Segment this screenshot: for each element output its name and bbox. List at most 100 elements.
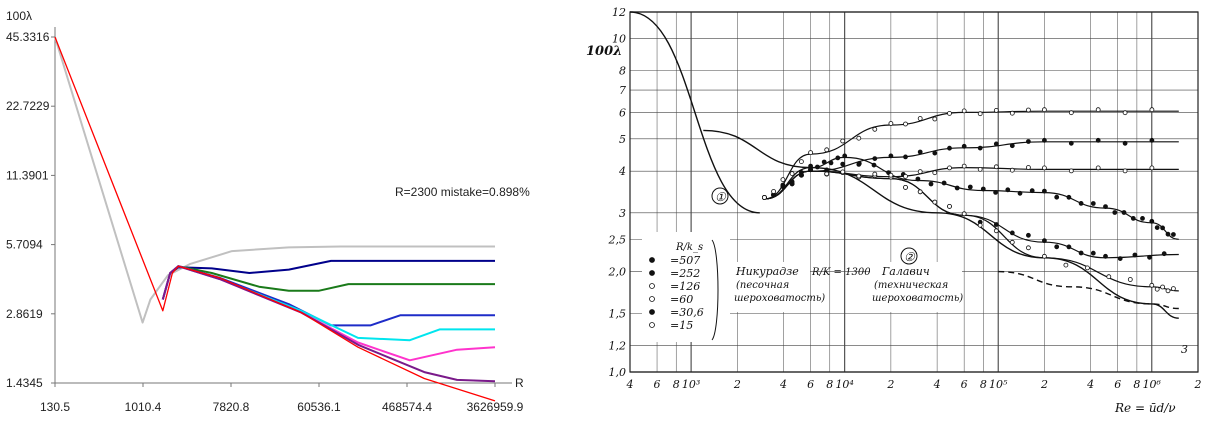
right-data-point xyxy=(1154,286,1160,292)
right-data-point xyxy=(821,159,827,165)
right-data-point xyxy=(824,147,830,153)
annotation-technical: (техническая xyxy=(874,280,948,291)
right-x-tick-label: 6 xyxy=(1114,378,1121,391)
right-data-point xyxy=(947,145,952,151)
annotation-rk: R/K = 1300 xyxy=(811,267,871,278)
left-series-line xyxy=(161,265,495,327)
right-x-tick-label: 8 xyxy=(980,378,987,391)
right-x-tick-label: 10⁶ xyxy=(1143,378,1162,391)
right-data-point xyxy=(1149,107,1155,113)
right-data-point xyxy=(903,121,908,127)
legend-marker xyxy=(649,296,655,302)
right-series-curve xyxy=(764,170,1179,259)
right-data-point xyxy=(1154,225,1160,231)
annotation-marker-3: 3 xyxy=(1181,343,1188,356)
annotation-marker-2: ② xyxy=(904,250,916,264)
legend-entry: =507 xyxy=(670,254,700,267)
left-y-tick-label: 5.7094 xyxy=(6,238,43,252)
right-data-point xyxy=(789,171,795,177)
left-x-tick-label: 60536.1 xyxy=(297,400,341,414)
right-data-point xyxy=(993,228,999,234)
right-data-point xyxy=(1121,210,1127,215)
left-series-line xyxy=(161,259,495,300)
right-data-point xyxy=(1041,107,1047,113)
right-data-point xyxy=(798,159,804,165)
right-data-point xyxy=(798,172,804,178)
left-x-tick-label: 7820.8 xyxy=(213,400,250,414)
right-data-point xyxy=(1117,256,1123,262)
legend-entry: =60 xyxy=(670,293,693,306)
right-data-point xyxy=(915,176,921,182)
left-series-line xyxy=(161,265,495,300)
legend-entry: =126 xyxy=(670,280,700,293)
right-data-point xyxy=(961,211,967,217)
right-data-point xyxy=(932,199,938,205)
right-data-point xyxy=(840,161,846,167)
right-data-point xyxy=(808,167,814,173)
right-data-point xyxy=(917,189,923,195)
right-y-tick-label: 7 xyxy=(619,84,626,97)
right-data-point xyxy=(993,108,999,113)
right-series-curve xyxy=(629,11,760,214)
right-data-point xyxy=(1095,165,1101,171)
right-x-tick-label: 10³ xyxy=(682,378,700,391)
right-data-point xyxy=(1005,187,1011,193)
right-y-tick-label: 1,5 xyxy=(609,307,627,320)
annotation-sand: (песочная xyxy=(736,280,789,291)
right-annotations: Никурадзе (песочная шероховатость) R/K =… xyxy=(711,187,1188,356)
right-data-point xyxy=(1149,165,1155,171)
left-lines xyxy=(54,36,496,402)
right-x-tick-label: 4 xyxy=(1086,378,1094,391)
right-data-point xyxy=(954,185,960,191)
right-legend: R/k_s =507=252=126=60=30,6=15 xyxy=(642,232,730,342)
right-data-point xyxy=(1025,232,1031,238)
right-x-tick-label: 10⁴ xyxy=(835,378,853,391)
right-data-point xyxy=(1103,253,1108,259)
right-data-point xyxy=(1095,137,1101,143)
right-data-point xyxy=(1041,188,1047,194)
right-y-tick-label: 6 xyxy=(619,106,626,119)
right-data-point xyxy=(1066,244,1072,250)
legend-entry: =30,6 xyxy=(670,306,704,319)
right-data-point xyxy=(1009,167,1015,173)
right-data-point xyxy=(1147,254,1152,260)
right-data-point xyxy=(828,160,834,166)
left-x-tick-label: 3626959.9 xyxy=(467,400,524,414)
right-data-point xyxy=(977,145,983,151)
right-y-tick-label: 5 xyxy=(619,133,626,146)
right-data-point xyxy=(1122,168,1128,174)
right-data-point xyxy=(1130,215,1136,221)
right-x-tick-label: 4 xyxy=(626,378,634,391)
right-data-point xyxy=(1127,277,1133,282)
right-points xyxy=(761,107,1176,294)
right-x-tick-label: 8 xyxy=(673,378,680,391)
right-data-point xyxy=(1112,210,1118,215)
right-data-point xyxy=(1149,218,1155,224)
right-data-point xyxy=(977,166,983,172)
right-data-point xyxy=(1171,232,1176,237)
right-data-point xyxy=(856,173,862,179)
right-y-tick-label: 3 xyxy=(619,207,626,220)
right-data-point xyxy=(917,169,923,175)
right-data-point xyxy=(961,163,967,169)
annotation-marker-1: ① xyxy=(715,190,727,204)
right-x-tick-label: 8 xyxy=(1133,378,1140,391)
right-data-point xyxy=(977,222,983,228)
right-y-tick-label: 10 xyxy=(612,32,626,45)
right-data-point xyxy=(1025,107,1031,113)
right-data-point xyxy=(808,150,814,156)
right-data-point xyxy=(1068,110,1074,116)
right-data-point xyxy=(947,111,952,116)
left-axes: 45.3316 22.7229 11.3901 5.7094 2.8619 1.4345 1… xyxy=(6,27,524,414)
right-data-point xyxy=(903,184,908,190)
right-series-curve xyxy=(703,129,1179,319)
right-data-point xyxy=(1009,110,1015,116)
right-y-tick-label: 2,5 xyxy=(608,233,627,246)
left-y-tick-label: 11.3901 xyxy=(6,168,49,182)
right-data-point xyxy=(771,189,777,194)
right-data-point xyxy=(1122,110,1128,116)
left-y-tick-label: 1.4345 xyxy=(6,376,43,390)
right-data-point xyxy=(993,222,999,227)
right-data-point xyxy=(1068,140,1074,146)
